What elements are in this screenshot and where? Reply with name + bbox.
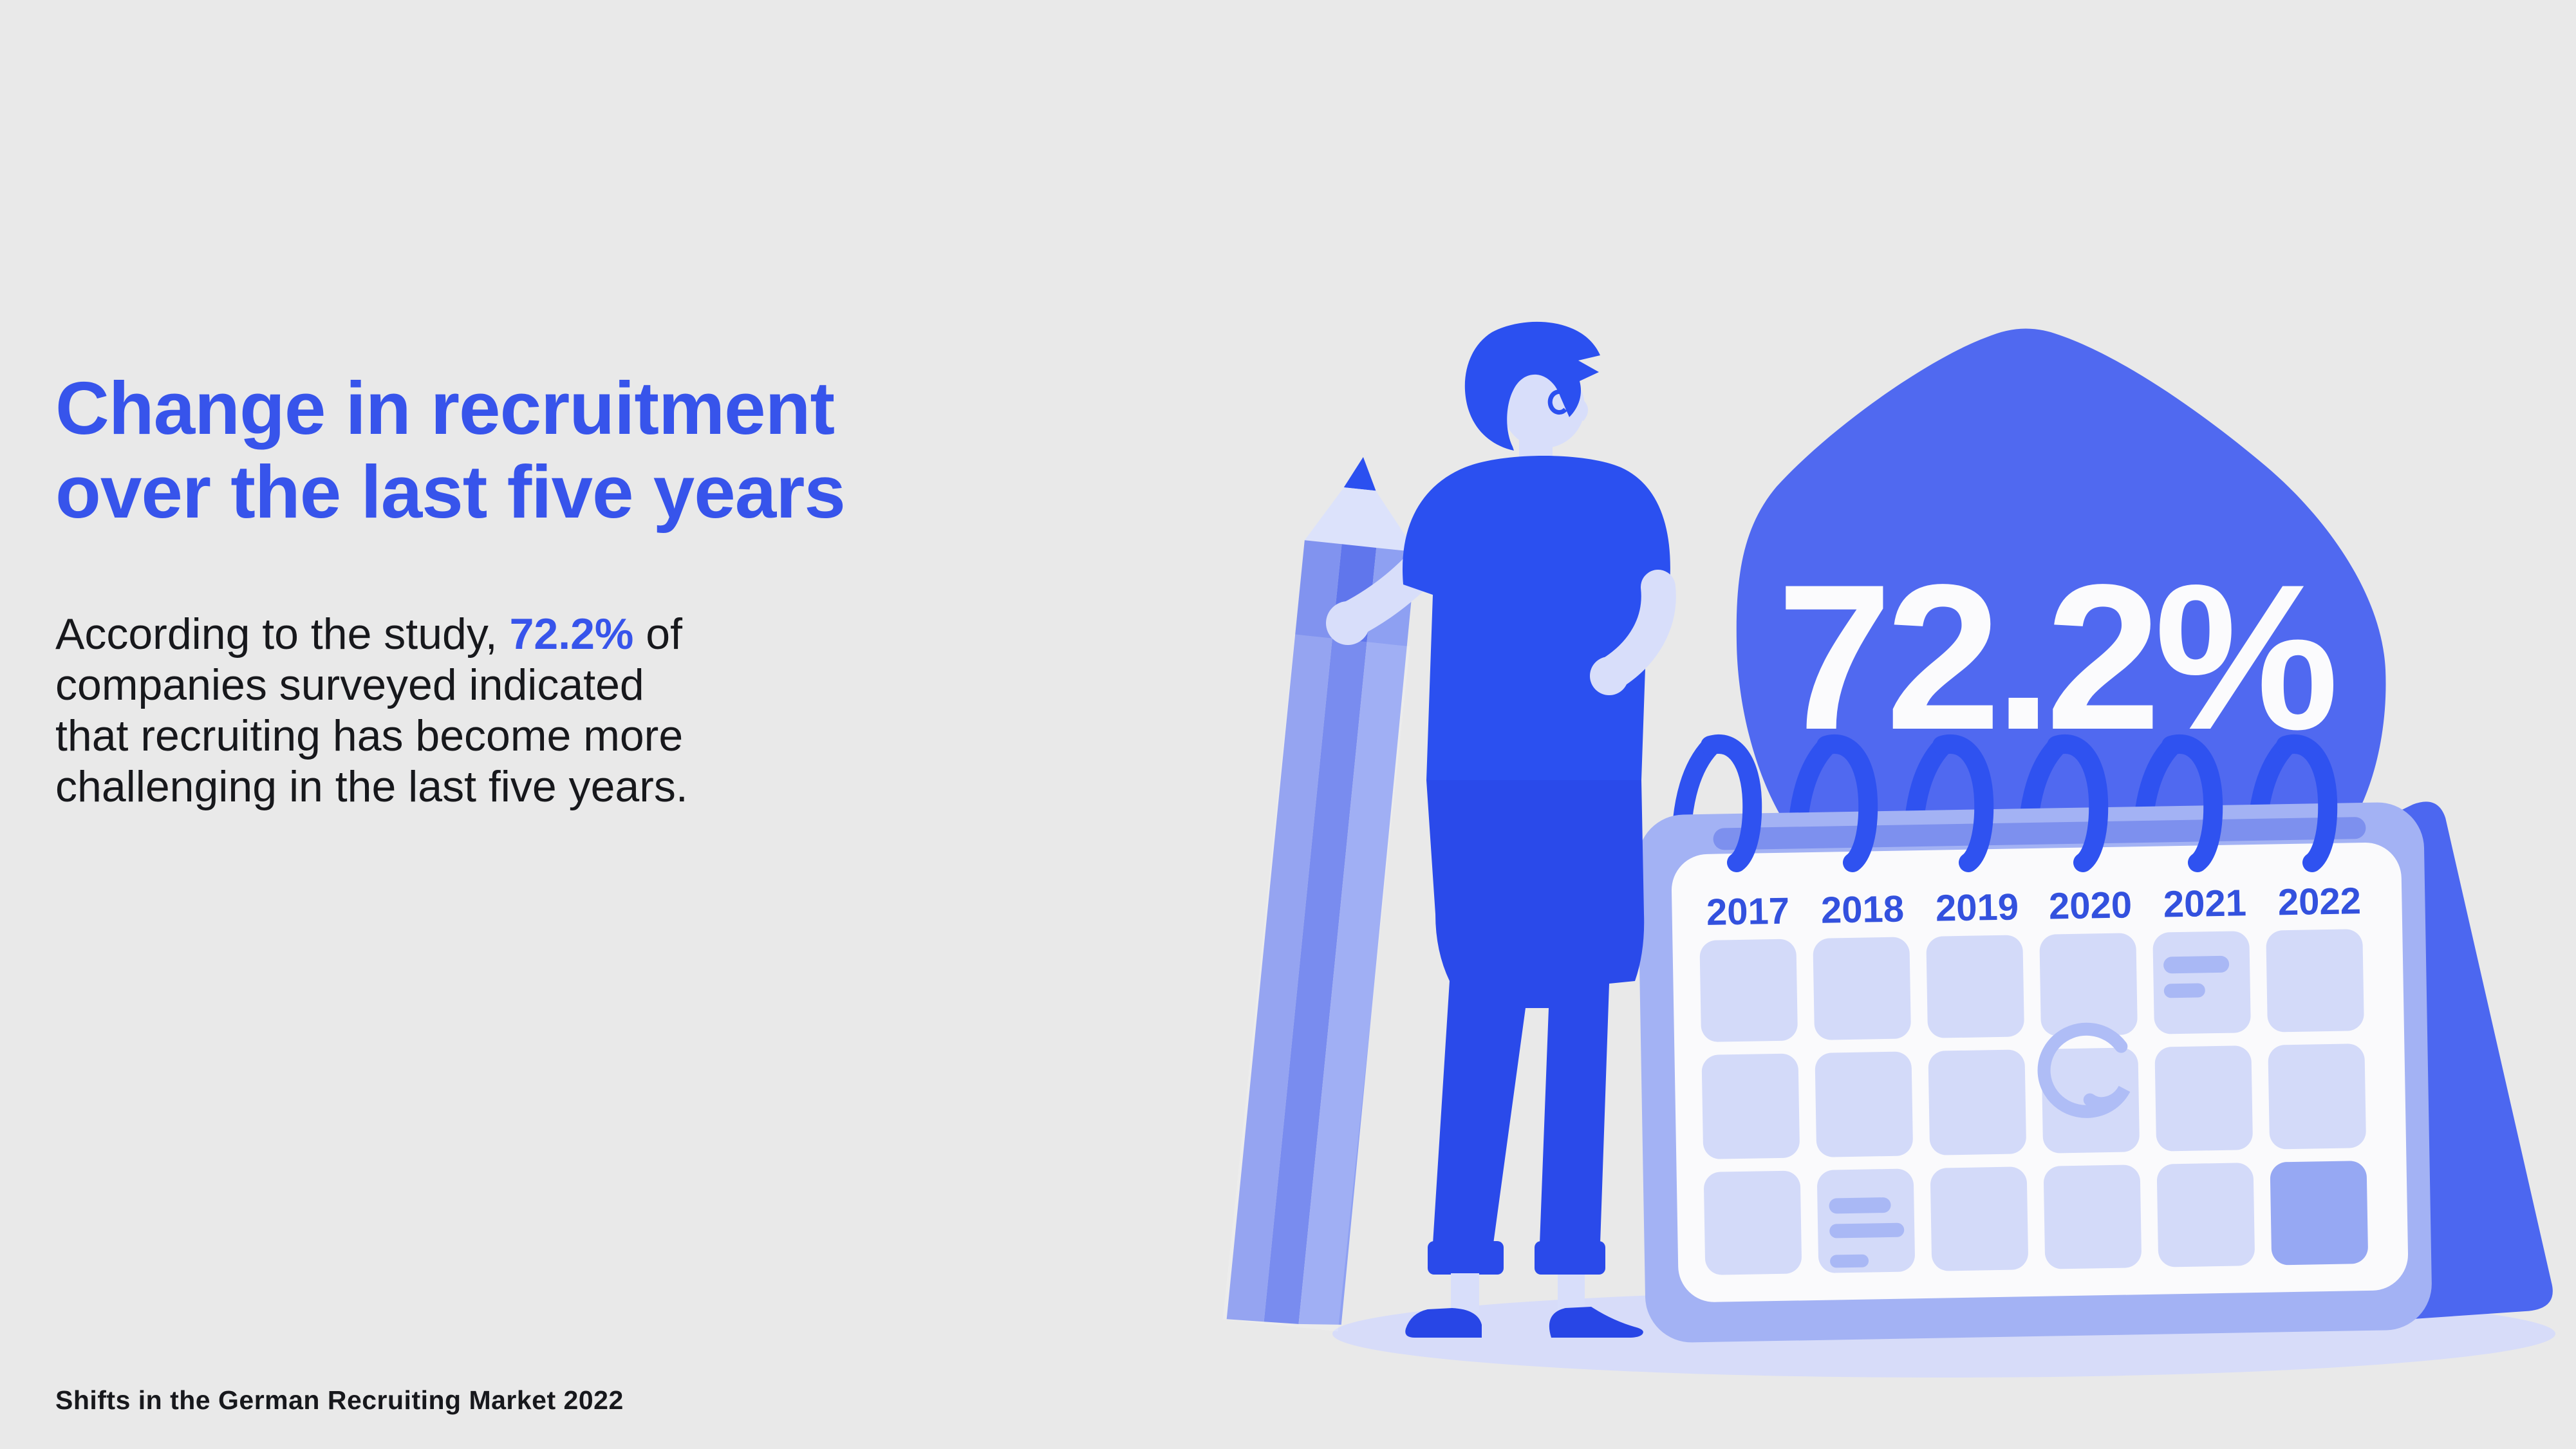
calendar-cell-highlighted (2270, 1161, 2368, 1266)
nose (1574, 398, 1589, 421)
stat-blob: 72.2% (1736, 328, 2386, 838)
title-line-1: Change in recruitment (55, 366, 835, 450)
calendar-cells (1699, 929, 2366, 1275)
source-footnote: Shifts in the German Recruiting Market 2… (55, 1385, 624, 1415)
body-text-line2: companies surveyed indicated (55, 660, 644, 709)
year-label-2018: 2018 (1820, 888, 1904, 931)
left-ankle (1451, 1273, 1479, 1311)
body-text-prefix: According to the study, (55, 610, 510, 659)
hair (1464, 321, 1600, 451)
pencil-wood (1304, 487, 1416, 552)
ear (1547, 389, 1567, 415)
right-cuff (1535, 1241, 1605, 1275)
calendar: 2017 2018 2019 2020 2021 2022 (1638, 801, 2553, 1343)
year-label-2021: 2021 (2163, 882, 2246, 925)
year-label-2022: 2022 (2277, 880, 2361, 923)
page-title: Change in recruitment over the last five … (55, 366, 1021, 534)
calendar-circle-doodle (2037, 1022, 2131, 1118)
pants (1426, 780, 1645, 1244)
body-text-line4: challenging in the last five years. (55, 762, 688, 811)
right-hand (1590, 657, 1629, 695)
stat-highlight-inline: 72.2% (509, 610, 634, 659)
title-line-2: over the last five years (55, 449, 846, 534)
right-shoe (1549, 1307, 1643, 1338)
body-text-line1-suffix: of (633, 610, 682, 659)
pencil-icon (1222, 457, 1416, 1332)
person-illustration (1326, 321, 1676, 1338)
body-paragraph: According to the study, 72.2% of compani… (55, 609, 828, 812)
body-text-line3: that recruiting has become more (55, 711, 684, 760)
spiral-rings-front (1701, 734, 2338, 872)
calendar-note-marks-2021 (2163, 955, 2230, 998)
left-shoe (1405, 1308, 1482, 1338)
calendar-year-row: 2017 2018 2019 2020 2021 2022 (1706, 880, 2362, 933)
year-label-2017: 2017 (1706, 890, 1790, 933)
shirt (1402, 456, 1670, 780)
year-label-2019: 2019 (1935, 886, 2019, 929)
stat-value: 72.2% (1777, 542, 2335, 773)
right-ankle (1558, 1275, 1585, 1311)
pencil-tip (1343, 457, 1376, 491)
left-cuff (1428, 1241, 1504, 1275)
year-label-2020: 2020 (2048, 884, 2132, 927)
left-hand (1326, 601, 1370, 645)
calendar-note-marks-row3 (1829, 1197, 1905, 1268)
